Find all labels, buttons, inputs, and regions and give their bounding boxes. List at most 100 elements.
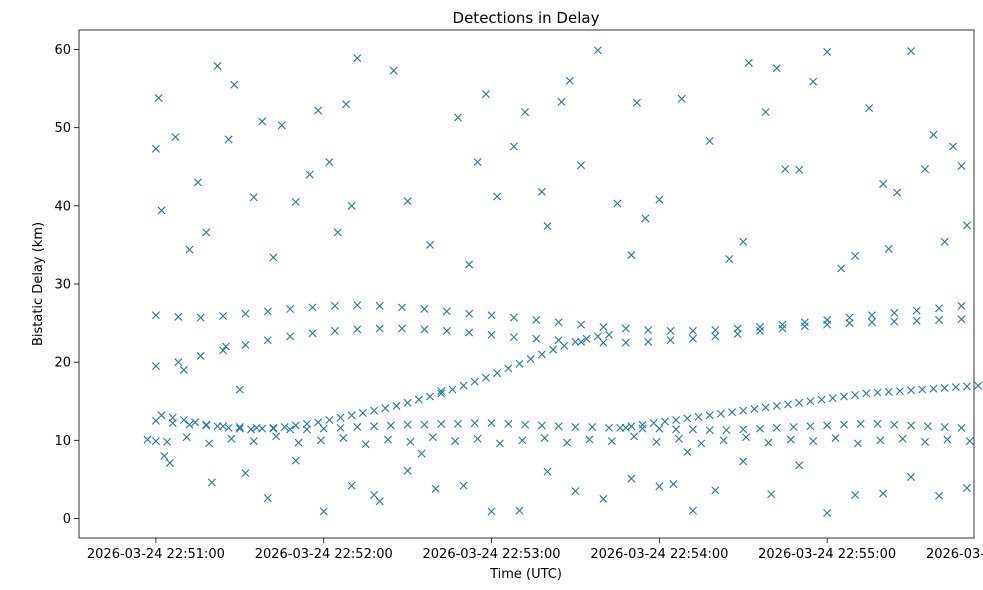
data-point: [750, 405, 759, 414]
x-tick-label: 2026-03-24 22:55:00: [758, 547, 896, 562]
data-point: [151, 437, 160, 446]
data-point: [515, 506, 524, 515]
data-point: [182, 433, 191, 442]
data-point: [557, 97, 566, 106]
data-point: [269, 423, 278, 432]
data-point: [641, 214, 650, 223]
data-point: [386, 421, 395, 430]
data-point: [795, 461, 804, 470]
data-point: [607, 437, 616, 446]
data-point: [823, 320, 832, 329]
data-point: [823, 509, 832, 517]
data-point: [599, 494, 608, 503]
data-point: [666, 326, 675, 335]
data-point: [957, 315, 966, 324]
data-point: [543, 222, 552, 231]
data-point: [890, 420, 899, 429]
data-point: [599, 338, 608, 347]
data-point: [923, 422, 932, 431]
data-point: [974, 381, 983, 390]
data-point: [459, 481, 468, 490]
data-point: [772, 64, 781, 73]
x-axis-label: Time (UTC): [489, 567, 562, 582]
data-point: [403, 420, 412, 429]
data-point: [518, 436, 527, 445]
data-point: [605, 423, 613, 432]
data-point: [465, 328, 474, 337]
data-point: [907, 386, 916, 395]
series-1: [151, 416, 966, 435]
data-point: [163, 437, 172, 446]
data-point: [672, 415, 681, 424]
data-point: [705, 136, 714, 145]
data-point: [406, 437, 415, 446]
data-point: [688, 334, 697, 343]
data-point: [515, 359, 524, 368]
data-point: [353, 325, 362, 334]
chart-title: Detections in Delay: [453, 9, 600, 27]
data-point: [347, 481, 356, 490]
data-point: [895, 387, 904, 396]
data-point: [851, 251, 860, 260]
data-point: [688, 506, 697, 515]
data-point: [151, 144, 160, 153]
data-point: [509, 313, 518, 322]
data-point: [470, 377, 479, 386]
data-point: [392, 401, 401, 410]
data-point: [465, 260, 474, 269]
data-point: [308, 303, 317, 312]
data-point: [577, 320, 586, 329]
y-tick-label: 20: [54, 356, 71, 371]
data-point: [627, 251, 636, 260]
data-point: [806, 397, 815, 406]
data-points: [143, 46, 983, 517]
data-point: [230, 80, 239, 89]
data-point: [202, 421, 211, 430]
data-point: [347, 201, 356, 210]
data-point: [193, 178, 202, 187]
data-point: [823, 421, 832, 430]
data-point: [876, 436, 885, 445]
data-point: [258, 117, 267, 126]
data-point: [336, 413, 345, 422]
data-point: [694, 412, 703, 421]
data-point: [370, 406, 379, 415]
data-point: [957, 301, 966, 310]
data-point: [929, 384, 938, 393]
data-point: [330, 326, 339, 335]
data-point: [605, 330, 613, 339]
data-point: [739, 406, 748, 415]
data-point: [263, 307, 272, 316]
data-point: [179, 415, 188, 424]
data-point: [403, 466, 412, 475]
data-point: [537, 350, 546, 359]
data-point: [227, 434, 236, 443]
data-point: [213, 61, 222, 70]
data-point: [781, 165, 790, 174]
data-point: [473, 434, 482, 443]
data-point: [705, 411, 714, 420]
data-point: [554, 422, 563, 431]
x-tick-label: 2026-03-24 22:53:00: [423, 547, 561, 562]
data-point: [330, 301, 339, 310]
data-point: [845, 319, 854, 328]
data-point: [965, 437, 974, 446]
data-point: [867, 318, 876, 327]
data-point: [263, 494, 272, 503]
data-point: [761, 403, 770, 412]
data-point: [907, 47, 916, 56]
data-point: [862, 389, 871, 398]
data-point: [767, 490, 776, 499]
data-point: [353, 54, 362, 63]
data-point: [521, 420, 530, 429]
data-point: [151, 416, 160, 425]
data-point: [571, 423, 580, 432]
data-point: [935, 315, 944, 324]
data-point: [563, 438, 572, 447]
data-point: [789, 423, 798, 432]
data-point: [935, 304, 944, 313]
data-point: [358, 408, 367, 417]
data-point: [249, 437, 258, 446]
data-point: [398, 303, 407, 312]
